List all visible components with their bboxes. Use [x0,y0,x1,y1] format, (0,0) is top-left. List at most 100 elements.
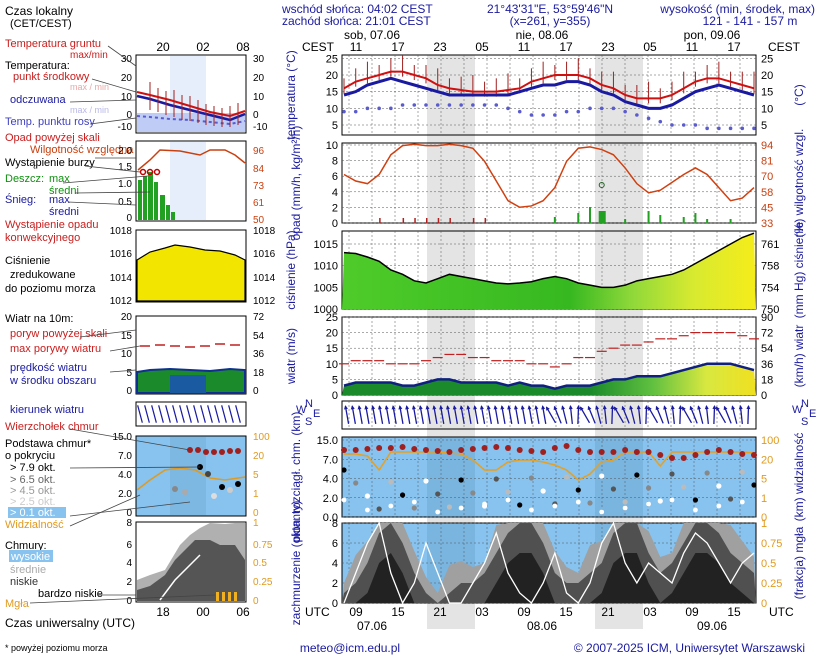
wind-arrow [731,405,738,424]
dew-point-dot [728,126,733,131]
wind-arrow-head [371,405,376,410]
svg-text:61: 61 [253,198,265,209]
wind-arrow [459,405,465,424]
wind-arrow-head [391,405,396,410]
tick-label-left: 15 [326,87,338,99]
svg-text:1: 1 [253,518,259,529]
svg-text:0.5: 0.5 [118,197,132,208]
mini-arrow-shaft [172,405,178,423]
cloud-top-dot [727,449,734,455]
svg-text:0.75: 0.75 [253,540,273,551]
legend-press: Ciśnienie [5,255,50,267]
cest-left: CEST [302,40,335,54]
wind-arrow-shaft [747,405,750,425]
cl-axis-left: zachmurzenie (oktanty) [289,501,303,626]
dew-point-dot [541,113,545,117]
cloud-base-dot [646,501,651,507]
precip-bar [659,215,662,223]
cloud-base-dot [716,503,722,509]
cloud-base-dot [353,480,359,486]
wind-arrow [479,405,486,424]
wind-arrow-head [587,405,592,411]
legend-soil-temp-2: max/min [70,50,108,61]
legend-cl-mid: średnie [10,564,46,576]
wind-arrow [466,405,472,424]
utc-hour-06: 06 [236,605,250,619]
wind-arrow-shaft [419,406,425,424]
mini-visibility-line [136,467,246,491]
svg-text:5: 5 [253,470,259,481]
footer-email[interactable]: meteo@icm.edu.pl [300,641,400,655]
wind-arrow-head [731,405,736,410]
legend-cloud-base-2: o pokryciu [5,450,55,462]
tick-label-left: 2 [332,202,338,214]
legend-okt-79: > 7.9 okt. [10,462,56,474]
wind-arrow [704,405,709,425]
dew-point-dot [353,109,358,114]
precip-bar [694,213,697,223]
dew-point-dot [553,113,557,117]
mini-arrow-shaft [137,405,143,423]
tick-label-right: 25 [761,53,773,65]
legend-snow-mid: średni [49,206,79,218]
cloud-base-dot [458,505,464,511]
wind-arrow-head [398,405,403,410]
wind-arrow-head [644,405,649,410]
mini-wind-arrow [186,405,192,423]
svg-text:-10: -10 [253,122,268,133]
conv-marker [449,218,451,223]
wind-axis-right: (km/h) wiatr [792,325,806,388]
cloud-base-dot [435,491,441,497]
wind-arrow-head [486,405,491,410]
mini-wind-arrow [228,405,234,423]
legend-okt-01-bg [8,507,66,518]
tick-label-left: 10 [326,140,338,152]
dew-point-dot [599,106,604,111]
svg-text:15.0: 15.0 [113,432,133,443]
legend-conv-2: konwekcyjnego [5,232,80,244]
cloud-base-dot [739,469,745,475]
wind-arrow-shaft [541,406,547,424]
wind-arrow-head [520,405,525,410]
mini-wind-arrow [165,405,171,423]
precip-bar [589,207,591,223]
cloud-base-dot [399,492,406,498]
tick-label-right: 0.25 [761,578,782,590]
dew-point-dot [400,103,405,107]
main-chart: 2520151052520151051086420948170584533101… [314,53,782,629]
mini-arrow-shaft [207,405,213,423]
tick-label-left: 25 [326,53,338,65]
tick-label-left: 20 [326,70,338,82]
cloud-base-dot [751,482,757,488]
wind-arrow-head [553,405,558,411]
wind-arrow [738,405,743,425]
tick-label-right: 750 [761,304,779,316]
wind-arrow [689,405,698,424]
wind-arrow-shaft [679,405,682,425]
legend-gust-max: max porywy wiatru [10,343,101,355]
hour-bottom-label: 09 [517,605,531,619]
wind-arrow [678,405,683,425]
elevation-title: wysokość (min, środek, max) [659,2,815,16]
wind-arrow [602,405,607,425]
wind-arrow-shaft [611,405,614,425]
mini-wind-arrow [235,405,241,423]
temperature-line [343,70,755,100]
wind-arrow-head [541,405,546,410]
svg-text:1012: 1012 [110,296,133,307]
wind-arrow-head [459,405,464,410]
cloud-top-dot [575,447,582,453]
cloud-top-dot [669,455,675,461]
hour-bottom-label: 15 [559,605,573,619]
svg-text:5: 5 [126,368,132,379]
cloud-base-dot [681,484,687,490]
svg-text:54: 54 [253,331,265,342]
wind-arrow-head [678,405,683,410]
cloud-top-dot [715,447,722,453]
date-1: 07.06 [357,619,387,633]
svg-text:1012: 1012 [253,296,276,307]
dew-point-dot [681,123,686,127]
legend-local-time: Czas lokalny [5,4,73,18]
cloud-base-dot [669,497,675,503]
svg-text:1: 1 [253,489,259,500]
